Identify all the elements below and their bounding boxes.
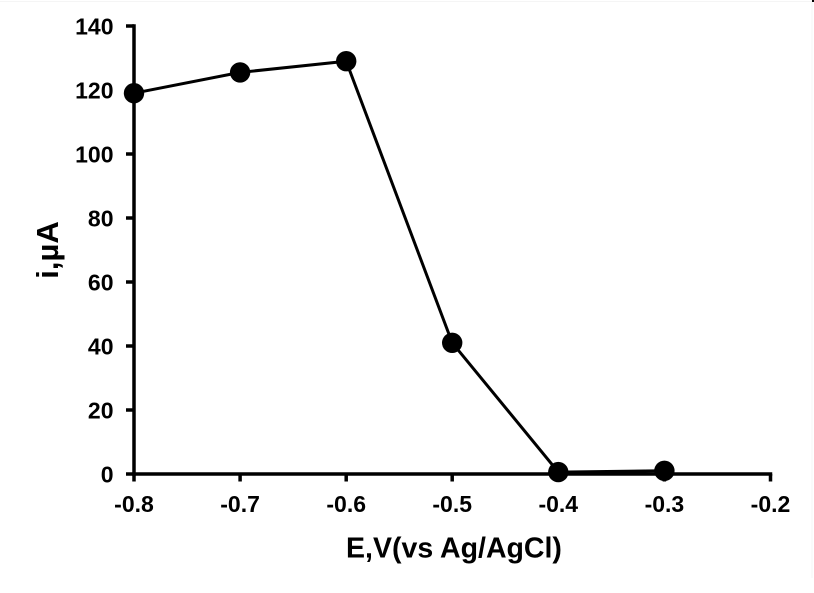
svg-text:i,µA: i,µA <box>30 221 65 278</box>
svg-text:E,V(vs Ag/AgCl): E,V(vs Ag/AgCl) <box>346 533 562 565</box>
svg-text:140: 140 <box>75 14 113 40</box>
svg-text:80: 80 <box>88 206 114 232</box>
svg-text:-0.2: -0.2 <box>751 491 791 517</box>
svg-text:60: 60 <box>88 270 114 296</box>
svg-text:0: 0 <box>101 462 114 488</box>
svg-text:-0.4: -0.4 <box>538 491 578 517</box>
svg-text:-0.5: -0.5 <box>432 491 472 517</box>
svg-text:-0.7: -0.7 <box>220 491 260 517</box>
svg-text:100: 100 <box>75 142 113 168</box>
svg-text:120: 120 <box>75 78 113 104</box>
svg-text:40: 40 <box>88 334 114 360</box>
svg-text:-0.6: -0.6 <box>326 491 366 517</box>
svg-text:20: 20 <box>88 398 114 424</box>
svg-text:-0.8: -0.8 <box>114 491 154 517</box>
svg-text:-0.3: -0.3 <box>645 491 685 517</box>
